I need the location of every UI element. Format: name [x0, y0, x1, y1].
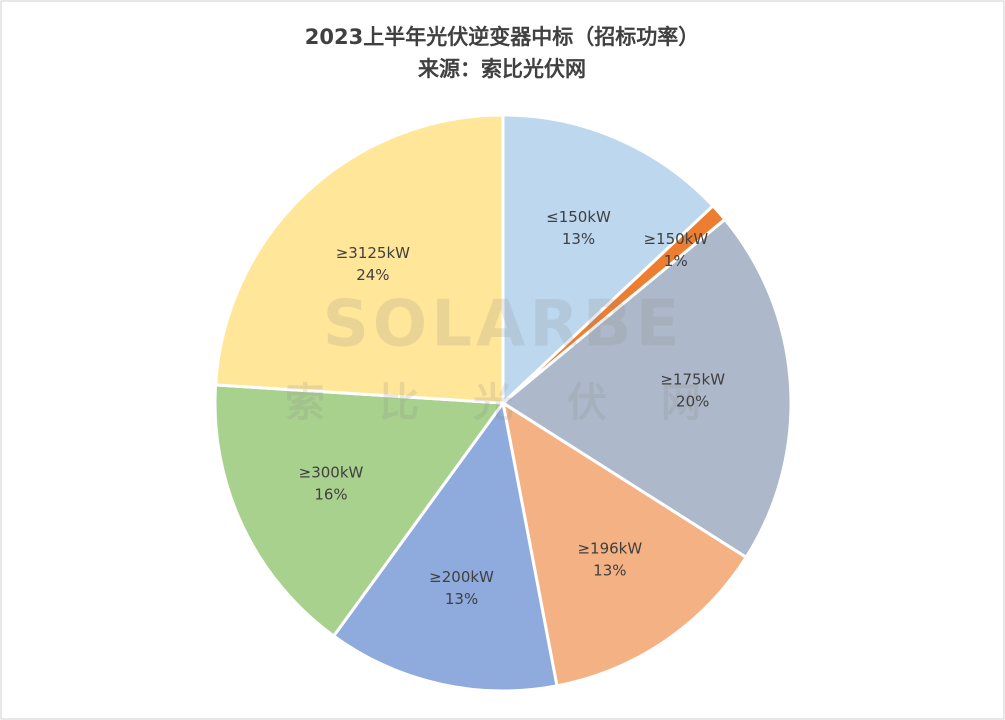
watermark: SOLARBE 索 比 光 伏 网 — [285, 288, 721, 426]
slice-value: 16% — [314, 485, 347, 503]
slice — [500, 399, 749, 688]
chart-subtitle: 来源：索比光伏网 — [418, 57, 586, 81]
slice-label: ≥175kW — [660, 371, 725, 389]
labels: ≤150kW 13% ≥150kW 1% ≥175kW 20% ≥196kW 13% ≥200k… — [299, 208, 726, 608]
slice-value: 13% — [593, 562, 626, 580]
watermark-text: SOLARBE — [323, 288, 684, 362]
slice — [213, 113, 505, 405]
slice-label: ≥150kW — [643, 230, 708, 248]
chart-title: 2023上半年光伏逆变器中标（招标功率） — [305, 25, 699, 49]
slice-value: 13% — [562, 230, 595, 248]
slice-label: ≥196kW — [577, 540, 642, 558]
watermark-text: 索 比 光 伏 网 — [285, 380, 721, 426]
slice — [213, 383, 506, 639]
slice-label: ≥200kW — [429, 568, 494, 586]
slice — [331, 399, 559, 693]
slice — [501, 113, 716, 407]
slice-label: ≤150kW — [546, 208, 611, 226]
slice-label: ≥3125kW — [336, 244, 410, 262]
slice-value: 13% — [445, 590, 478, 608]
slice-value: 20% — [676, 393, 709, 411]
slice-value: 1% — [664, 252, 688, 270]
slice-label: ≥300kW — [299, 463, 364, 481]
pie — [213, 113, 793, 693]
slice — [500, 217, 793, 560]
slice-value: 24% — [356, 266, 389, 284]
